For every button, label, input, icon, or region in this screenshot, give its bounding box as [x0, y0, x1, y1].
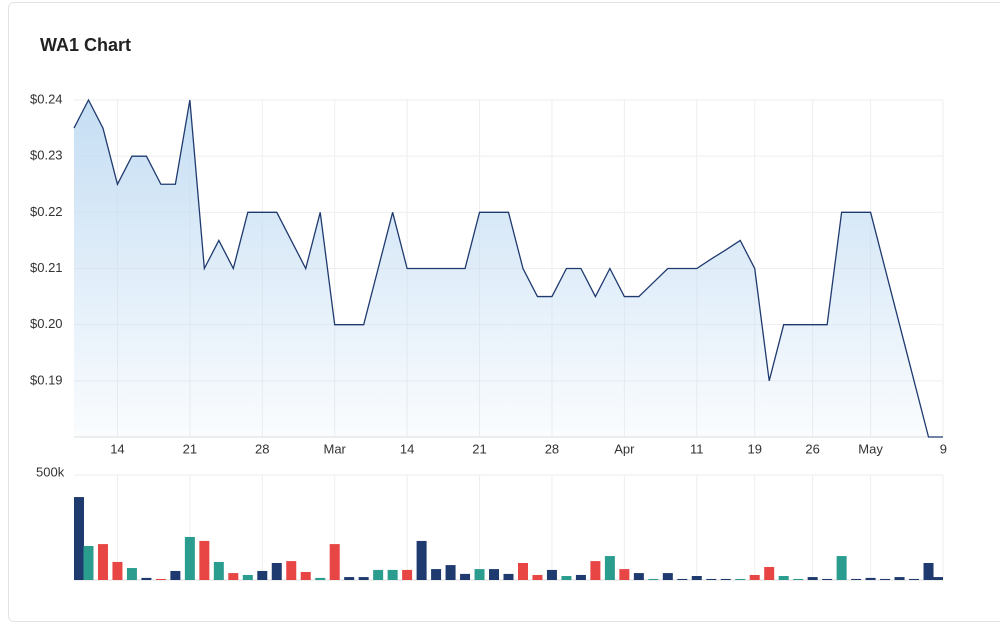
volume-bar [126, 568, 137, 580]
volume-bar [749, 574, 760, 580]
volume-bar [662, 573, 673, 580]
volume-bar [228, 573, 239, 580]
volume-bar [416, 540, 427, 580]
volume-bar [865, 577, 876, 580]
volume-bar [764, 566, 775, 580]
x-tick-label: 14 [110, 441, 124, 456]
x-tick-label: 11 [690, 441, 704, 456]
volume-bar [300, 572, 311, 580]
x-tick-label: 19 [747, 441, 761, 456]
y-tick-label: $0.23 [30, 148, 63, 163]
volume-bar [604, 556, 615, 580]
y-tick-label: $0.19 [30, 372, 63, 387]
volume-bar [358, 577, 369, 580]
volume-bar [155, 578, 166, 580]
volume-bar [170, 570, 181, 580]
y-tick-label: $0.20 [30, 316, 63, 331]
volume-bar [474, 569, 485, 580]
volume-bar [619, 569, 630, 580]
y-tick-label: $0.21 [30, 260, 63, 275]
volume-bar [213, 561, 224, 580]
volume-bar [648, 578, 659, 580]
volume-bar [315, 577, 326, 580]
x-tick-label: 14 [400, 441, 414, 456]
volume-bar [286, 561, 297, 580]
volume-bar [532, 574, 543, 580]
volume-bar [141, 577, 152, 580]
volume-bar [909, 578, 920, 580]
volume-bar [74, 497, 84, 580]
x-tick-label: 21 [183, 441, 197, 456]
volume-bar [199, 540, 210, 580]
x-tick-label: May [858, 441, 883, 456]
x-tick-label: Mar [324, 441, 347, 456]
x-tick-label: Apr [614, 441, 635, 456]
volume-bar [517, 562, 528, 580]
y-tick-label: $0.24 [30, 91, 63, 106]
volume-bar [894, 577, 905, 580]
volume-bar [793, 578, 804, 580]
volume-bar [257, 570, 268, 580]
price-area [74, 100, 943, 437]
volume-bar [807, 577, 818, 580]
volume-bar [97, 544, 108, 580]
volume-bar [851, 578, 862, 580]
volume-bar [706, 578, 717, 580]
volume-bar [329, 544, 340, 580]
volume-bar [933, 577, 943, 580]
volume-bar [575, 574, 586, 580]
volume-bar [880, 578, 891, 580]
volume-bar [387, 569, 398, 580]
volume-bar [691, 576, 702, 580]
volume-bar [822, 578, 833, 580]
chart-title: WA1 Chart [40, 35, 131, 55]
volume-bar [503, 573, 514, 580]
x-tick-label: 28 [545, 441, 559, 456]
x-tick-label: 21 [472, 441, 486, 456]
x-tick-label: 28 [255, 441, 269, 456]
volume-bar [271, 562, 282, 580]
y-tick-label: 500k [36, 464, 65, 479]
volume-bar [735, 578, 746, 580]
x-tick-label: 9 [940, 441, 947, 456]
volume-bar [561, 576, 572, 580]
volume-bar [633, 573, 644, 580]
chart: WA1 Chart $0.19 $0.20 $0.21 $0.22 $0.23 $0.24… [30, 35, 947, 581]
volume-bar [445, 565, 456, 580]
x-tick-label: 26 [805, 441, 819, 456]
volume-bar [373, 569, 384, 580]
volume-bar [720, 578, 731, 580]
volume-bar [184, 536, 195, 580]
volume-bar [489, 569, 500, 580]
page: {"chart_data": [ {"type": "area", "title… [8, 2, 1000, 622]
price-line [73, 98, 943, 438]
volume-bar [112, 561, 123, 580]
volume-bar [590, 561, 601, 580]
volume-bar [778, 576, 789, 580]
volume-bar [83, 545, 94, 580]
volume-bar [460, 573, 471, 580]
volume-bar [344, 577, 355, 580]
volume-bar [431, 569, 442, 580]
volume-bar [923, 562, 934, 580]
volume-bar [677, 578, 688, 580]
volume-bar [836, 556, 847, 580]
volume-bar [402, 569, 413, 580]
y-tick-label: $0.22 [30, 204, 63, 219]
volume-bar [546, 569, 557, 580]
volume-bar [242, 574, 253, 580]
